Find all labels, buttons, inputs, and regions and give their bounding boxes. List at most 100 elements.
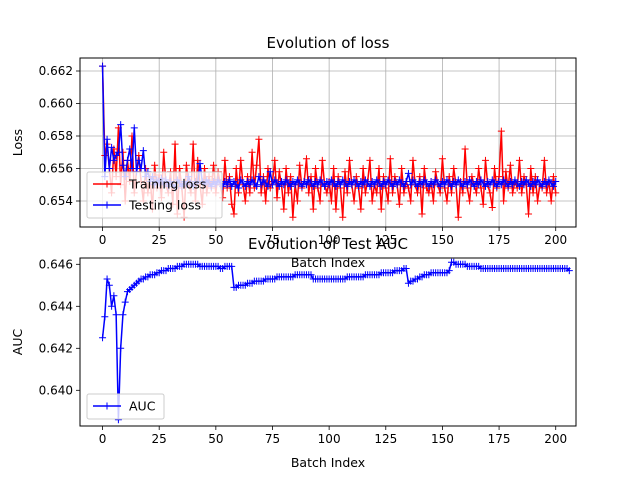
data-point-training-loss-173 — [491, 165, 499, 172]
data-point-training-loss-96 — [316, 197, 324, 205]
data-point-testing-loss-118 — [366, 182, 374, 190]
data-point-auc-6 — [112, 311, 120, 319]
data-point-testing-loss-0 — [99, 62, 107, 70]
data-point-training-loss-54 — [221, 156, 229, 164]
data-point-training-loss-159 — [459, 189, 467, 197]
data-point-testing-loss-9 — [119, 161, 127, 169]
data-point-testing-loss-78 — [275, 182, 283, 190]
data-point-testing-loss-73 — [264, 182, 272, 190]
data-point-testing-loss-113 — [355, 182, 363, 190]
loss-x-tick-label-200: 200 — [544, 233, 567, 247]
loss-x-tick-label-0: 0 — [99, 233, 107, 247]
data-point-testing-loss-69 — [255, 173, 263, 181]
data-point-testing-loss-199 — [549, 182, 557, 190]
data-point-training-loss-190 — [529, 189, 537, 197]
auc-plot-area — [99, 258, 573, 424]
data-point-training-loss-132 — [398, 165, 406, 172]
data-point-training-loss-196 — [543, 189, 551, 197]
data-point-testing-loss-16 — [135, 156, 143, 164]
data-point-testing-loss-115 — [359, 181, 367, 189]
loss-y-tick-label-0-660: 0.660 — [39, 97, 73, 111]
data-point-training-loss-61 — [237, 156, 245, 164]
data-point-training-loss-185 — [518, 189, 526, 197]
data-point-training-loss-34 — [176, 165, 184, 172]
data-point-training-loss-115 — [359, 165, 367, 172]
data-point-training-loss-101 — [327, 197, 335, 205]
data-point-training-loss-97 — [318, 156, 326, 164]
data-point-auc-153 — [445, 267, 453, 275]
data-point-training-loss-160 — [461, 145, 469, 153]
data-point-training-loss-63 — [241, 197, 249, 205]
data-point-testing-loss-139 — [414, 182, 422, 190]
loss-chart-title: Evolution of loss — [267, 34, 390, 52]
auc-y-tick-label-0-644: 0.644 — [39, 299, 73, 313]
data-point-training-loss-149 — [436, 189, 444, 197]
data-point-training-loss-37 — [182, 161, 190, 169]
data-point-testing-loss-43 — [196, 160, 204, 168]
data-point-training-loss-155 — [450, 165, 458, 172]
data-point-training-loss-200 — [552, 189, 560, 197]
data-point-testing-loss-194 — [538, 182, 546, 190]
data-point-testing-loss-18 — [139, 147, 147, 155]
data-point-testing-loss-166 — [475, 181, 483, 189]
auc-y-tick-label-0-646: 0.646 — [39, 257, 73, 271]
loss-ticks: 0 25 50 75 100 125 150 175 200 0.654 0.656 0.658 0.6… — [39, 64, 568, 247]
data-point-training-loss-91 — [305, 189, 313, 197]
data-point-testing-loss-200 — [552, 178, 560, 185]
legend-label-auc: AUC — [129, 399, 156, 414]
data-point-training-loss-82 — [284, 189, 292, 197]
loss-plot-area — [99, 62, 560, 221]
data-point-testing-loss-80 — [280, 181, 288, 189]
data-point-auc-206 — [565, 267, 573, 275]
data-point-training-loss-178 — [502, 168, 510, 176]
legend-marker-training-loss — [103, 180, 111, 188]
data-point-training-loss-68 — [253, 161, 261, 169]
data-point-training-loss-66 — [248, 148, 256, 156]
data-point-testing-loss-4 — [108, 143, 116, 151]
data-point-training-loss-121 — [373, 189, 381, 197]
data-point-testing-loss-3 — [105, 165, 113, 172]
data-point-training-loss-119 — [368, 197, 376, 205]
data-point-training-loss-122 — [375, 165, 383, 172]
loss-y-axis-label: Loss — [10, 129, 25, 156]
data-point-training-loss-108 — [343, 189, 351, 197]
data-point-training-loss-103 — [332, 205, 340, 213]
data-point-testing-loss-128 — [389, 182, 397, 190]
data-point-testing-loss-90 — [302, 181, 310, 189]
data-point-training-loss-188 — [525, 210, 533, 218]
auc-x-tick-label-100: 100 — [318, 432, 341, 446]
data-point-training-loss-59 — [232, 165, 240, 172]
data-point-training-loss-65 — [246, 189, 254, 197]
data-point-testing-loss-65 — [246, 181, 254, 189]
data-point-testing-loss-134 — [402, 178, 410, 185]
legend-item-auc: AUC — [93, 399, 156, 414]
data-point-training-loss-157 — [454, 213, 462, 221]
auc-y-axis-label: AUC — [10, 329, 25, 356]
data-point-training-loss-27 — [160, 148, 168, 156]
data-point-testing-loss-95 — [314, 181, 322, 189]
loss-y-tick-label-0-658: 0.658 — [39, 129, 73, 143]
data-point-training-loss-81 — [282, 165, 290, 172]
data-point-training-loss-86 — [293, 197, 301, 205]
data-point-training-loss-195 — [540, 156, 548, 164]
legend-marker-auc — [103, 402, 111, 410]
data-point-testing-loss-7 — [114, 148, 122, 156]
data-point-testing-loss-161 — [463, 181, 471, 189]
data-point-training-loss-116 — [361, 189, 369, 197]
data-point-training-loss-165 — [472, 189, 480, 197]
data-point-training-loss-192 — [534, 197, 542, 205]
data-point-auc-92 — [307, 271, 315, 279]
data-point-testing-loss-184 — [515, 182, 523, 190]
data-point-training-loss-150 — [438, 155, 446, 163]
data-point-testing-loss-108 — [343, 182, 351, 190]
data-point-training-loss-146 — [429, 197, 437, 205]
loss-y-tick-label-0-656: 0.656 — [39, 162, 73, 176]
legend-item-testing-loss: Testing loss — [93, 198, 201, 213]
data-point-training-loss-144 — [425, 189, 433, 197]
data-point-training-loss-172 — [488, 204, 496, 211]
data-point-testing-loss-8 — [117, 121, 125, 129]
data-point-training-loss-118 — [366, 156, 374, 164]
data-point-training-loss-77 — [273, 194, 281, 202]
series-markers-auc — [99, 258, 573, 424]
data-point-testing-loss-164 — [470, 182, 478, 190]
